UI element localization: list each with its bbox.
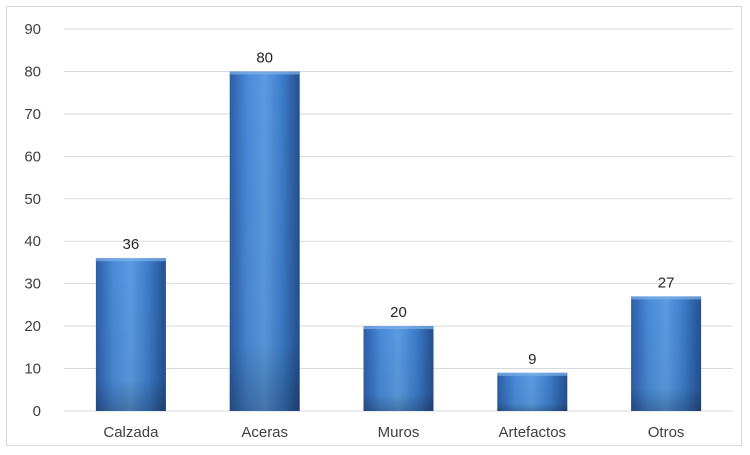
data-label: 9	[528, 351, 536, 368]
bar-aceras	[229, 71, 300, 411]
bar-chart: 0 10 20 30 40 50 60 70 80 90 36 80 20 9 27 Calzada Ace…	[24, 21, 733, 441]
bar-muros	[363, 326, 434, 411]
y-tick-label: 10	[24, 361, 41, 378]
y-tick-label: 50	[24, 191, 41, 208]
y-axis-ticks: 0 10 20 30 40 50 60 70 80 90	[24, 21, 41, 420]
data-label: 20	[390, 304, 407, 321]
data-label: 27	[658, 274, 675, 291]
y-tick-label: 70	[24, 106, 41, 123]
data-labels: 36 80 20 9 27	[123, 49, 675, 367]
x-tick-label: Otros	[648, 424, 685, 441]
x-tick-label: Artefactos	[499, 424, 567, 441]
chart-frame: 0 10 20 30 40 50 60 70 80 90 36 80 20 9 27 Calzada Ace…	[6, 6, 742, 446]
gridlines	[64, 28, 733, 412]
data-label: 36	[123, 236, 140, 253]
x-axis-ticks: Calzada Aceras Muros Artefactos Otros	[103, 424, 684, 441]
x-tick-label: Aceras	[241, 424, 288, 441]
bars	[95, 71, 702, 411]
y-tick-label: 80	[24, 63, 41, 80]
y-tick-label: 40	[24, 233, 41, 250]
y-tick-label: 90	[24, 21, 41, 38]
x-tick-label: Calzada	[103, 424, 159, 441]
x-tick-label: Muros	[378, 424, 420, 441]
y-tick-label: 30	[24, 276, 41, 293]
bar-artefactos	[497, 372, 568, 411]
bar-calzada	[95, 258, 166, 411]
y-tick-label: 20	[24, 318, 41, 335]
y-tick-label: 0	[33, 403, 41, 420]
bar-otros	[631, 296, 702, 411]
data-label: 80	[256, 49, 273, 66]
y-tick-label: 60	[24, 148, 41, 165]
